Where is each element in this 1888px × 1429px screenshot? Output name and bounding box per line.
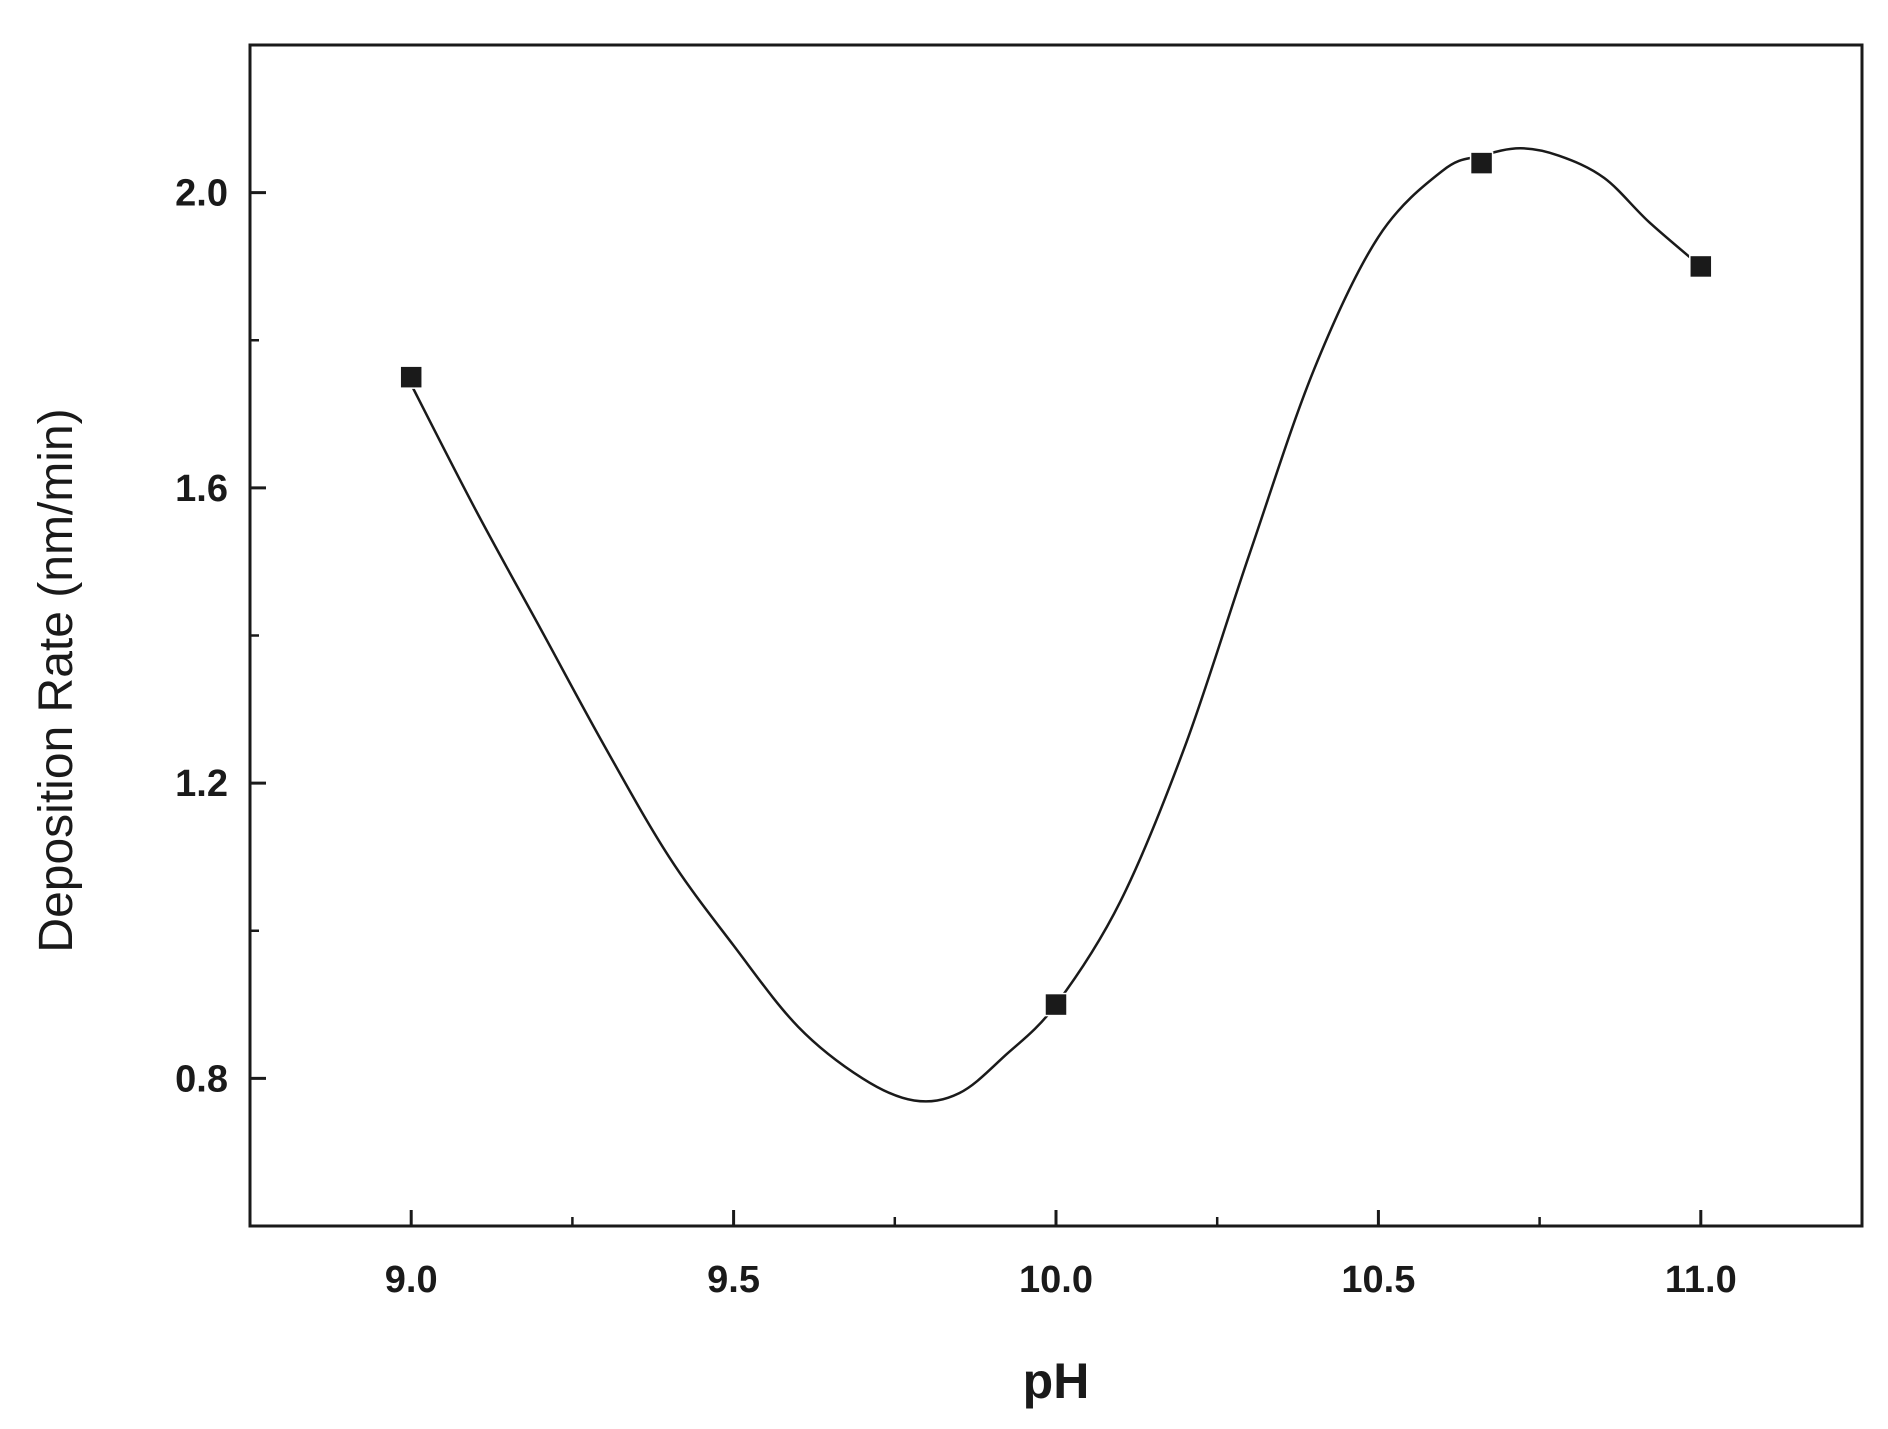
x-tick-label: 9.0 xyxy=(385,1259,438,1301)
y-tick-label: 0.8 xyxy=(175,1058,228,1100)
minor-ticks xyxy=(250,339,1541,1226)
x-axis-title: pH xyxy=(1023,1353,1090,1409)
data-point-marker xyxy=(1469,151,1494,175)
y-tick-label: 2.0 xyxy=(175,173,228,215)
plot-area-frame xyxy=(248,43,1864,1228)
major-ticks xyxy=(250,191,1703,1226)
y-axis-title: Deposition Rate (nm/min) xyxy=(30,408,83,952)
x-tick-label: 11.0 xyxy=(1665,1259,1737,1301)
data-point-marker xyxy=(399,365,423,389)
data-points xyxy=(399,151,1713,1017)
data-point-marker xyxy=(1044,992,1068,1017)
data-point-marker xyxy=(1689,254,1713,279)
y-tick-label: 1.6 xyxy=(175,468,228,510)
x-tick-label: 9.5 xyxy=(707,1259,760,1301)
fit-curve xyxy=(410,147,1702,1103)
y-tick-label: 1.2 xyxy=(175,763,228,805)
tick-labels: 9.0 9.5 10.0 10.5 11.0 0.8 1.2 1.6 2.0 xyxy=(175,173,1737,1301)
x-tick-label: 10.0 xyxy=(1019,1259,1093,1301)
x-tick-label: 10.5 xyxy=(1341,1259,1415,1301)
